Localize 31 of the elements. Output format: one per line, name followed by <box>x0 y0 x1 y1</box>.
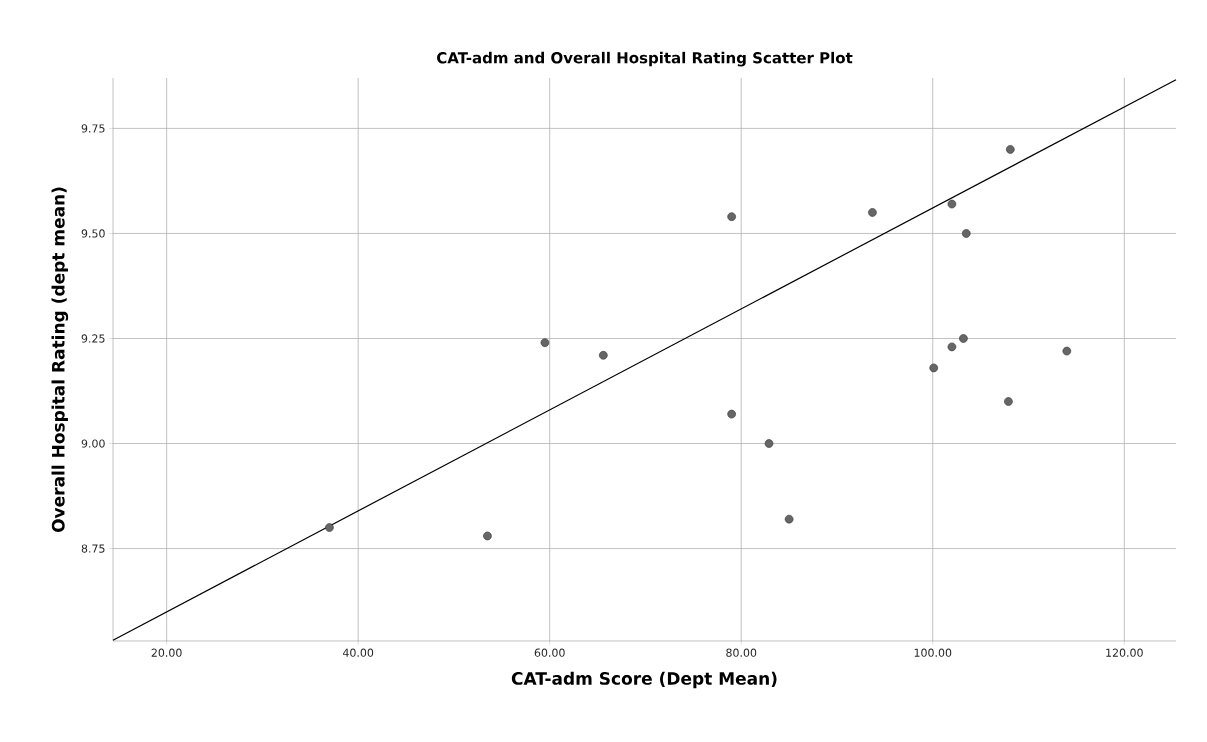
point <box>961 229 971 238</box>
x-tick-label: 100.00 <box>914 648 952 657</box>
y-tick-label: 8.75 <box>81 544 105 553</box>
point <box>947 342 957 352</box>
point <box>947 199 957 209</box>
point <box>727 212 736 221</box>
y-tick-label: 9.25 <box>81 334 105 343</box>
y-tick-label: 9.00 <box>81 439 105 448</box>
point <box>1006 145 1015 154</box>
x-tick-label: 60.00 <box>534 648 565 657</box>
x-tick-label: 20.00 <box>151 648 182 657</box>
x-axis-title: CAT-adm Score (Dept Mean) <box>511 671 777 689</box>
point <box>599 351 608 360</box>
chart-title: CAT-adm and Overall Hospital Rating Scatter Plot <box>437 51 853 67</box>
x-tick-label: 80.00 <box>726 648 757 657</box>
point <box>727 409 736 419</box>
y-tick-label: 9.75 <box>81 124 105 133</box>
point <box>1062 346 1072 356</box>
point <box>959 334 968 343</box>
y-tick-label: 9.50 <box>81 229 105 238</box>
y-axis-title: Overall Hospital Rating (dept mean) <box>51 187 69 533</box>
point <box>325 523 334 532</box>
point <box>868 208 877 217</box>
point <box>784 514 794 524</box>
point <box>929 363 939 373</box>
point <box>764 439 774 448</box>
x-tick-label: 40.00 <box>342 648 374 657</box>
x-tick-label: 120.00 <box>1106 648 1143 657</box>
point <box>1004 397 1013 406</box>
point <box>483 531 492 541</box>
point <box>540 338 550 347</box>
